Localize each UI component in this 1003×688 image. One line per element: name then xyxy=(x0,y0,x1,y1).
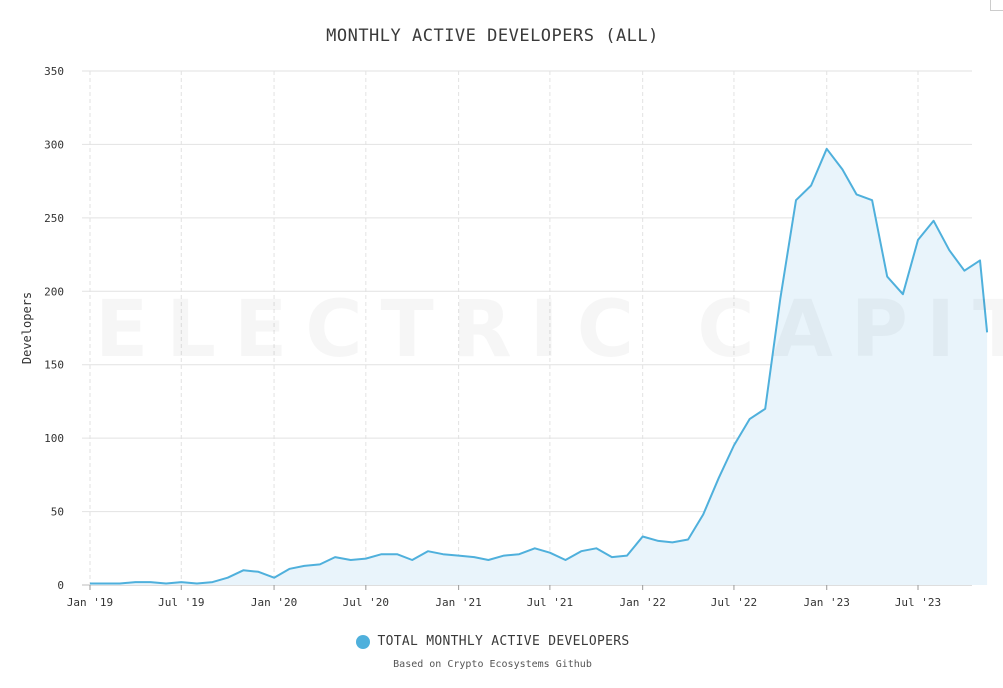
x-tick-label: Jan '21 xyxy=(435,596,481,609)
y-tick-label: 200 xyxy=(44,285,64,298)
series-line xyxy=(90,147,989,585)
watermark: ELECTRIC CAPITAL xyxy=(95,285,955,375)
y-tick-label: 300 xyxy=(44,138,64,151)
y-tick-label: 350 xyxy=(44,65,64,78)
source-note: Based on Crypto Ecosystems Github xyxy=(393,659,592,670)
x-tick-label: Jul '19 xyxy=(158,596,204,609)
y-tick-label: 150 xyxy=(44,359,64,372)
x-tick-label: Jul '20 xyxy=(343,596,389,609)
y-axis-label: Developers xyxy=(20,291,34,365)
x-tick-label: Jan '19 xyxy=(67,596,113,609)
legend[interactable]: TOTAL MONTHLY ACTIVE DEVELOPERS xyxy=(0,634,985,649)
x-tick-label: Jul '23 xyxy=(895,596,941,609)
x-tick-label: Jul '22 xyxy=(711,596,757,609)
legend-marker xyxy=(355,634,370,649)
x-tick-label: Jul '21 xyxy=(527,596,573,609)
legend-label: TOTAL MONTHLY ACTIVE DEVELOPERS xyxy=(377,634,630,649)
y-tick-label: 100 xyxy=(44,432,64,445)
x-tick-label: Jan '20 xyxy=(251,596,297,609)
y-tick-label: 50 xyxy=(51,506,64,519)
y-tick-label: 250 xyxy=(44,212,64,225)
y-tick-label: 0 xyxy=(57,579,64,592)
x-tick-label: Jan '22 xyxy=(619,596,665,609)
x-tick-label: Jan '23 xyxy=(804,596,850,609)
window-corner xyxy=(990,0,1003,11)
chart-title: MONTHLY ACTIVE DEVELOPERS (ALL) xyxy=(326,26,659,46)
series-area xyxy=(90,148,988,586)
